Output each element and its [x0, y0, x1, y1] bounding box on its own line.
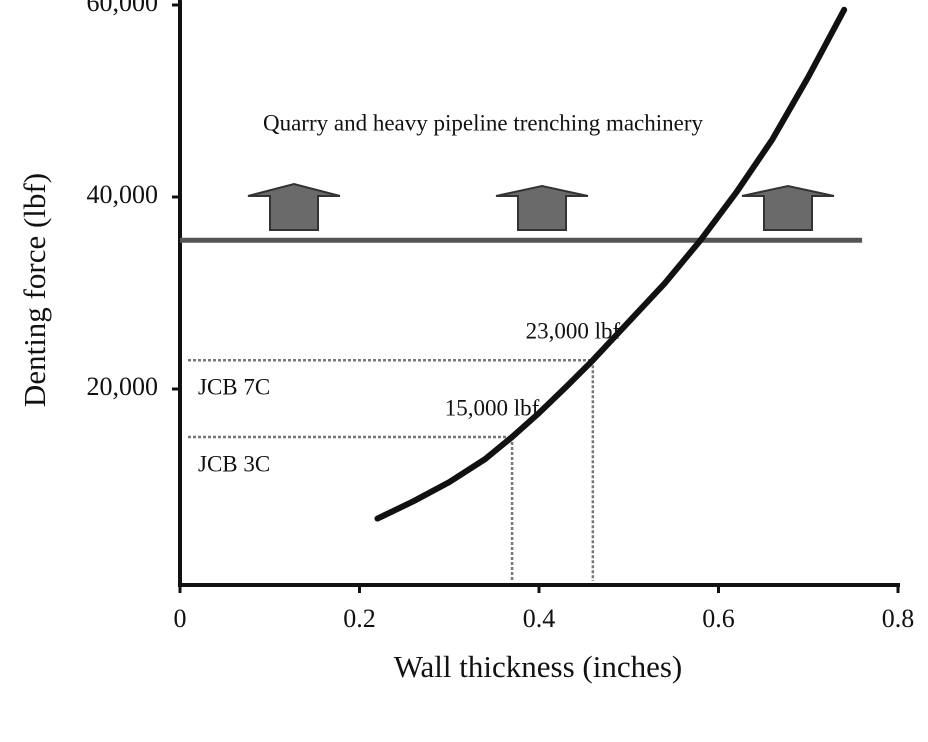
x-tick-label: 0: [174, 604, 187, 633]
arrows: [247, 182, 835, 231]
arrow: [247, 182, 341, 231]
machine-label: JCB 3C: [198, 451, 270, 476]
x-tick-label: 0.4: [523, 604, 556, 633]
x-tick-label: 0.6: [702, 604, 735, 633]
machine-label: JCB 7C: [198, 374, 270, 399]
curve: [374, 6, 848, 522]
marker-label: 15,000 lbf: [445, 395, 540, 420]
y-axis-label: Denting force (lbf): [17, 173, 52, 407]
x-axis-label: Wall thickness (inches): [394, 649, 682, 684]
x-tick-label: 0.2: [343, 604, 376, 633]
marker-label: 23,000 lbf: [526, 318, 621, 343]
y-tick-label: 40,000: [87, 180, 159, 209]
arrow: [741, 184, 835, 231]
x-tick-label: 0.8: [882, 604, 915, 633]
arrow: [495, 184, 589, 231]
annotation: Quarry and heavy pipeline trenching mach…: [263, 110, 704, 135]
y-tick-label: 60,000: [87, 0, 159, 17]
y-tick-label: 20,000: [87, 372, 159, 401]
